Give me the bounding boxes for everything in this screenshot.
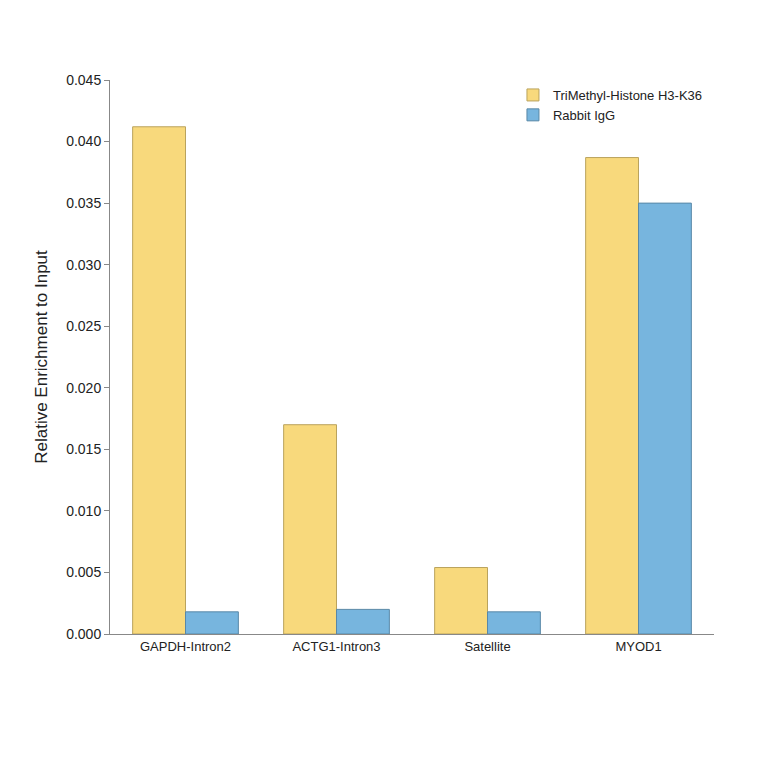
svg-text:Relative Enrichment to Input: Relative Enrichment to Input [32,250,51,464]
svg-text:0.000: 0.000 [66,626,101,642]
svg-text:0.020: 0.020 [66,380,101,396]
svg-text:0.035: 0.035 [66,195,101,211]
svg-text:Rabbit IgG: Rabbit IgG [553,108,615,123]
svg-text:TriMethyl-Histone H3-K36: TriMethyl-Histone H3-K36 [553,88,702,103]
svg-text:0.025: 0.025 [66,318,101,334]
svg-text:MYOD1: MYOD1 [615,639,661,654]
svg-text:0.045: 0.045 [66,72,101,88]
svg-text:0.030: 0.030 [66,257,101,273]
svg-text:0.015: 0.015 [66,441,101,457]
svg-text:0.010: 0.010 [66,503,101,519]
svg-text:ACTG1-Intron3: ACTG1-Intron3 [292,639,380,654]
svg-text:Satellite: Satellite [464,639,510,654]
svg-text:0.040: 0.040 [66,133,101,149]
svg-text:GAPDH-Intron2: GAPDH-Intron2 [140,639,231,654]
svg-text:0.005: 0.005 [66,564,101,580]
